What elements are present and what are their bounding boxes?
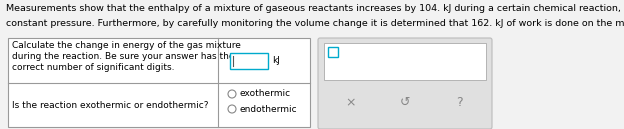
Bar xyxy=(8,38,310,127)
Text: Measurements show that the enthalpy of a mixture of gaseous reactants increases : Measurements show that the enthalpy of a… xyxy=(6,4,624,13)
Bar xyxy=(324,43,486,80)
Bar xyxy=(328,47,338,57)
Bar xyxy=(230,53,268,68)
Text: correct number of significant digits.: correct number of significant digits. xyxy=(12,63,175,72)
Text: ×: × xyxy=(345,96,356,109)
Text: during the reaction. Be sure your answer has the: during the reaction. Be sure your answer… xyxy=(12,52,235,61)
Text: Is the reaction exothermic or endothermic?: Is the reaction exothermic or endothermi… xyxy=(12,100,208,110)
Text: ?: ? xyxy=(456,96,463,109)
Text: Calculate the change in energy of the gas mixture: Calculate the change in energy of the ga… xyxy=(12,41,241,50)
Text: constant pressure. Furthermore, by carefully monitoring the volume change it is : constant pressure. Furthermore, by caref… xyxy=(6,19,624,28)
FancyBboxPatch shape xyxy=(318,38,492,129)
Text: kJ: kJ xyxy=(272,56,280,65)
Text: endothermic: endothermic xyxy=(240,104,298,114)
Text: exothermic: exothermic xyxy=(240,90,291,99)
Text: ↺: ↺ xyxy=(400,96,410,109)
